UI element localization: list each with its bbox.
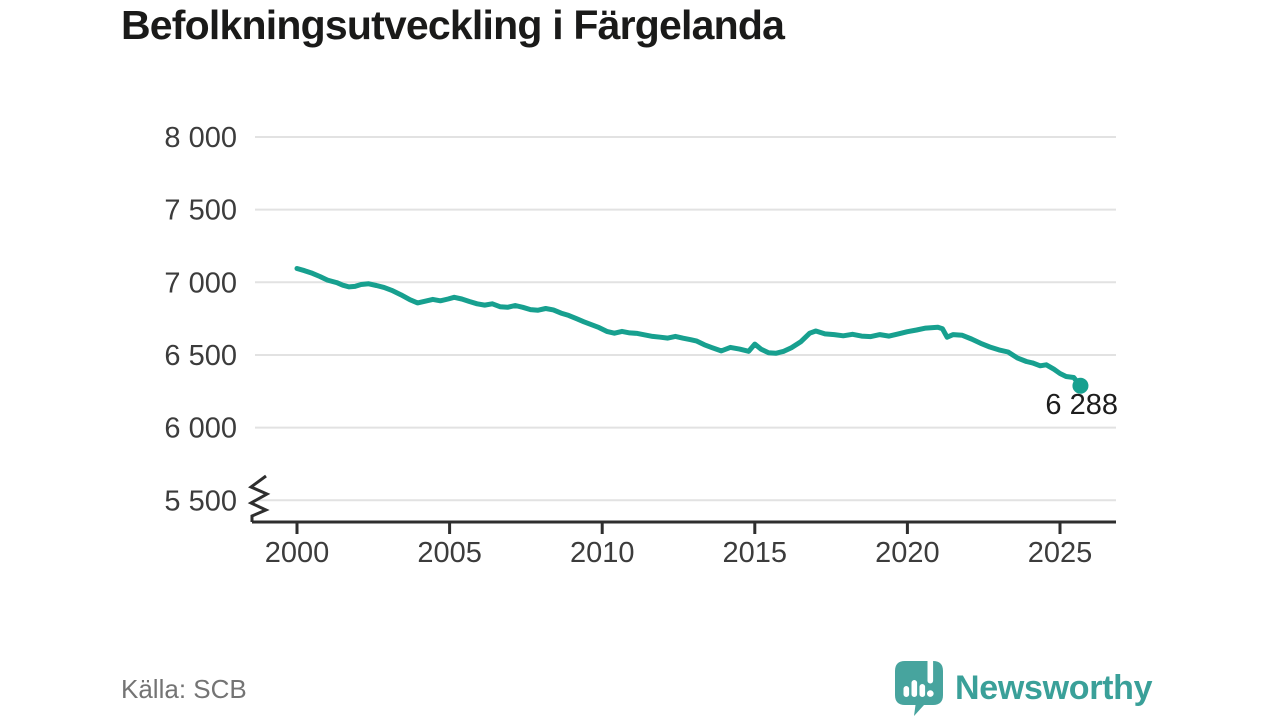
x-axis-tick-label: 2005 — [417, 537, 482, 569]
x-axis-tick-label: 2020 — [875, 537, 940, 569]
y-axis-tick-label: 7 500 — [164, 195, 237, 227]
source-label: Källa: SCB — [121, 674, 247, 704]
x-axis-tick-label: 2025 — [1028, 537, 1093, 569]
y-axis-tick-label: 8 000 — [164, 122, 237, 154]
y-axis-tick-label: 5 500 — [164, 485, 237, 517]
x-axis-tick-label: 2010 — [570, 537, 635, 569]
newsworthy-bar-chart-bubble-icon — [895, 660, 943, 716]
newsworthy-logo-text: Newsworthy — [955, 668, 1153, 707]
x-axis-tick-label: 2015 — [723, 537, 788, 569]
y-axis-tick-label: 7 000 — [164, 267, 237, 299]
y-axis-tick-label: 6 000 — [164, 413, 237, 445]
x-axis-tick-label: 2000 — [265, 537, 330, 569]
axis-break-icon — [247, 474, 271, 522]
newsworthy-logo: Newsworthy — [894, 660, 1153, 716]
population-line — [294, 266, 1083, 389]
chart-title: Befolkningsutveckling i Färgelanda — [121, 2, 785, 48]
last-value-dot — [1072, 377, 1089, 394]
last-value-label: 6 288 — [1045, 389, 1118, 421]
y-axis-tick-label: 6 500 — [164, 340, 237, 372]
